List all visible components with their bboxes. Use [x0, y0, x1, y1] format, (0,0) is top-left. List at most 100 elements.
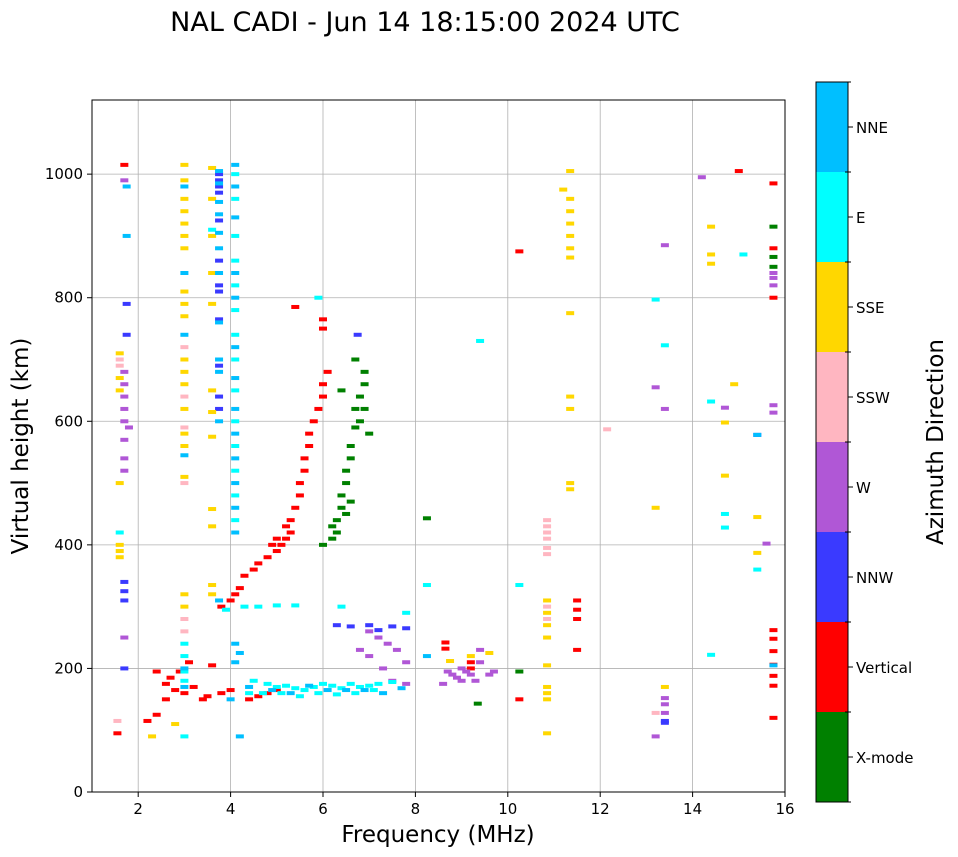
colorbar-segment — [816, 262, 848, 352]
data-point — [180, 425, 189, 430]
data-point — [346, 444, 355, 448]
data-point — [769, 275, 778, 280]
data-point — [332, 623, 341, 628]
y-tick-label: 1000 — [45, 165, 83, 183]
data-point — [543, 518, 552, 523]
data-point — [180, 666, 189, 671]
data-point — [240, 604, 249, 609]
data-point — [660, 696, 669, 701]
data-point — [388, 680, 397, 685]
data-point — [175, 669, 184, 674]
data-point — [208, 388, 217, 393]
colorbar-tick-label: NNE — [856, 119, 888, 137]
data-point — [543, 598, 552, 603]
data-point — [769, 403, 778, 408]
data-point — [392, 647, 401, 652]
x-axis-ticks: 2 4 6 8 10 12 14 16 — [133, 792, 795, 818]
data-point — [286, 530, 295, 535]
data-point — [215, 320, 224, 325]
data-point — [215, 172, 224, 177]
data-point — [124, 425, 133, 430]
data-point — [291, 686, 300, 691]
data-point — [342, 688, 351, 693]
data-point — [171, 688, 180, 693]
data-point — [566, 246, 575, 251]
data-point — [231, 295, 240, 300]
data-point — [323, 688, 332, 693]
data-point — [365, 623, 374, 628]
data-point — [122, 332, 131, 337]
data-point — [208, 196, 217, 201]
data-point — [277, 691, 286, 696]
data-point — [180, 184, 189, 189]
data-point — [115, 357, 124, 362]
data-point — [443, 669, 452, 674]
data-point — [152, 712, 161, 717]
data-point — [566, 481, 575, 486]
data-point — [300, 456, 309, 461]
plot-area — [92, 100, 785, 792]
data-point — [543, 663, 552, 668]
data-point — [208, 663, 217, 668]
data-point — [120, 394, 129, 399]
data-point — [388, 624, 397, 629]
data-point — [180, 474, 189, 479]
x-tick-label: 6 — [318, 800, 328, 818]
data-point — [180, 453, 189, 458]
data-point — [180, 669, 189, 674]
data-point — [769, 295, 778, 300]
data-point — [720, 405, 729, 410]
data-point — [249, 678, 258, 683]
data-point — [189, 684, 198, 689]
data-point — [231, 431, 240, 436]
data-point — [762, 541, 771, 546]
data-point — [734, 169, 743, 174]
data-point — [300, 468, 309, 473]
data-point — [466, 672, 475, 677]
colorbar-tick-label: Vertical — [856, 659, 912, 677]
data-point — [208, 301, 217, 306]
data-point — [566, 255, 575, 260]
y-axis-label: Virtual height (km) — [8, 338, 34, 555]
data-point — [769, 224, 778, 229]
data-point — [515, 697, 524, 702]
colorbar-tick-label: W — [856, 479, 871, 497]
x-tick-label: 2 — [133, 800, 143, 818]
data-point — [115, 388, 124, 393]
data-point — [217, 604, 226, 609]
data-point — [351, 357, 360, 362]
plot-frame — [91, 99, 786, 793]
data-point — [769, 628, 778, 633]
series-w — [120, 175, 778, 739]
data-point — [208, 165, 217, 170]
data-point — [439, 681, 448, 686]
data-point — [245, 697, 254, 702]
data-point — [328, 524, 337, 529]
data-point — [180, 617, 189, 621]
data-point — [319, 382, 327, 387]
data-point — [120, 635, 129, 640]
data-point — [707, 252, 716, 257]
data-point — [226, 688, 235, 693]
data-point — [208, 507, 217, 512]
data-point — [249, 567, 258, 572]
data-point — [166, 675, 175, 680]
data-point — [208, 434, 217, 439]
colorbar-segment — [816, 82, 848, 172]
data-point — [309, 419, 318, 424]
data-point — [180, 332, 189, 337]
data-point — [295, 481, 304, 486]
data-point — [215, 258, 224, 263]
data-point — [208, 410, 217, 415]
data-point — [122, 184, 131, 189]
data-point — [180, 233, 189, 238]
data-point — [208, 592, 217, 597]
data-point — [120, 589, 129, 594]
data-point — [769, 246, 778, 251]
data-point — [360, 382, 369, 387]
data-point — [226, 697, 235, 702]
series-e — [115, 172, 762, 739]
data-point — [113, 718, 122, 723]
data-point — [402, 610, 411, 615]
data-point — [215, 190, 224, 195]
